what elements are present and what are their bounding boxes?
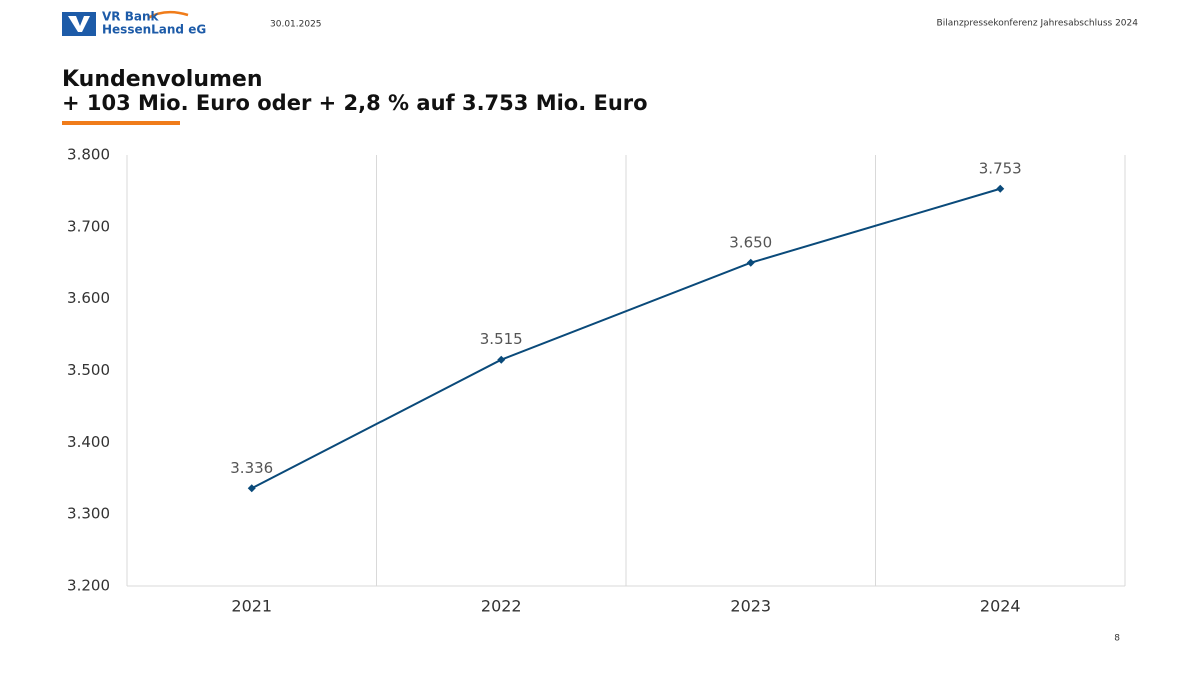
y-tick-label: 3.700 — [67, 217, 110, 235]
y-tick-label: 3.800 — [67, 146, 110, 164]
marker — [746, 258, 755, 267]
data-label: 3.753 — [979, 159, 1022, 177]
logo-glyph — [68, 16, 90, 32]
line-series — [251, 187, 1001, 490]
x-tick-label: 2023 — [730, 597, 771, 616]
x-tick-label: 2022 — [481, 597, 522, 616]
chart-subtitle: + 103 Mio. Euro oder + 2,8 % auf 3.753 M… — [62, 91, 648, 115]
y-tick-label: 3.400 — [67, 433, 110, 451]
plot-area: 3.200 3.300 3.400 3.500 3.600 3.700 3.800 2021 2… — [67, 146, 1126, 616]
y-tick-label: 3.500 — [67, 361, 110, 379]
y-tick-label: 3.600 — [67, 289, 110, 307]
event: Bilanzpressekonferenz Jahresabschluss 20… — [937, 19, 1139, 29]
page-number: 8 — [1114, 634, 1120, 644]
logo-text: HessenLand eG — [102, 23, 206, 37]
logo: VR Bank HessenLand eG — [62, 10, 206, 37]
y-tick-label: 3.300 — [67, 505, 110, 523]
marker — [497, 355, 506, 364]
data-label: 3.515 — [480, 330, 523, 348]
logo-swoosh — [147, 10, 189, 20]
chart-title: Kundenvolumen — [62, 67, 262, 92]
x-tick-label: 2021 — [231, 597, 272, 616]
marker — [247, 484, 256, 493]
marker — [996, 184, 1005, 193]
logo-text: VR Bank — [102, 10, 159, 24]
y-tick-label: 3.200 — [67, 577, 110, 595]
data-label: 3.336 — [230, 459, 273, 477]
title-underline — [62, 121, 180, 125]
x-tick-label: 2024 — [980, 597, 1021, 616]
date: 30.01.2025 — [270, 20, 322, 30]
data-label: 3.650 — [729, 233, 772, 251]
